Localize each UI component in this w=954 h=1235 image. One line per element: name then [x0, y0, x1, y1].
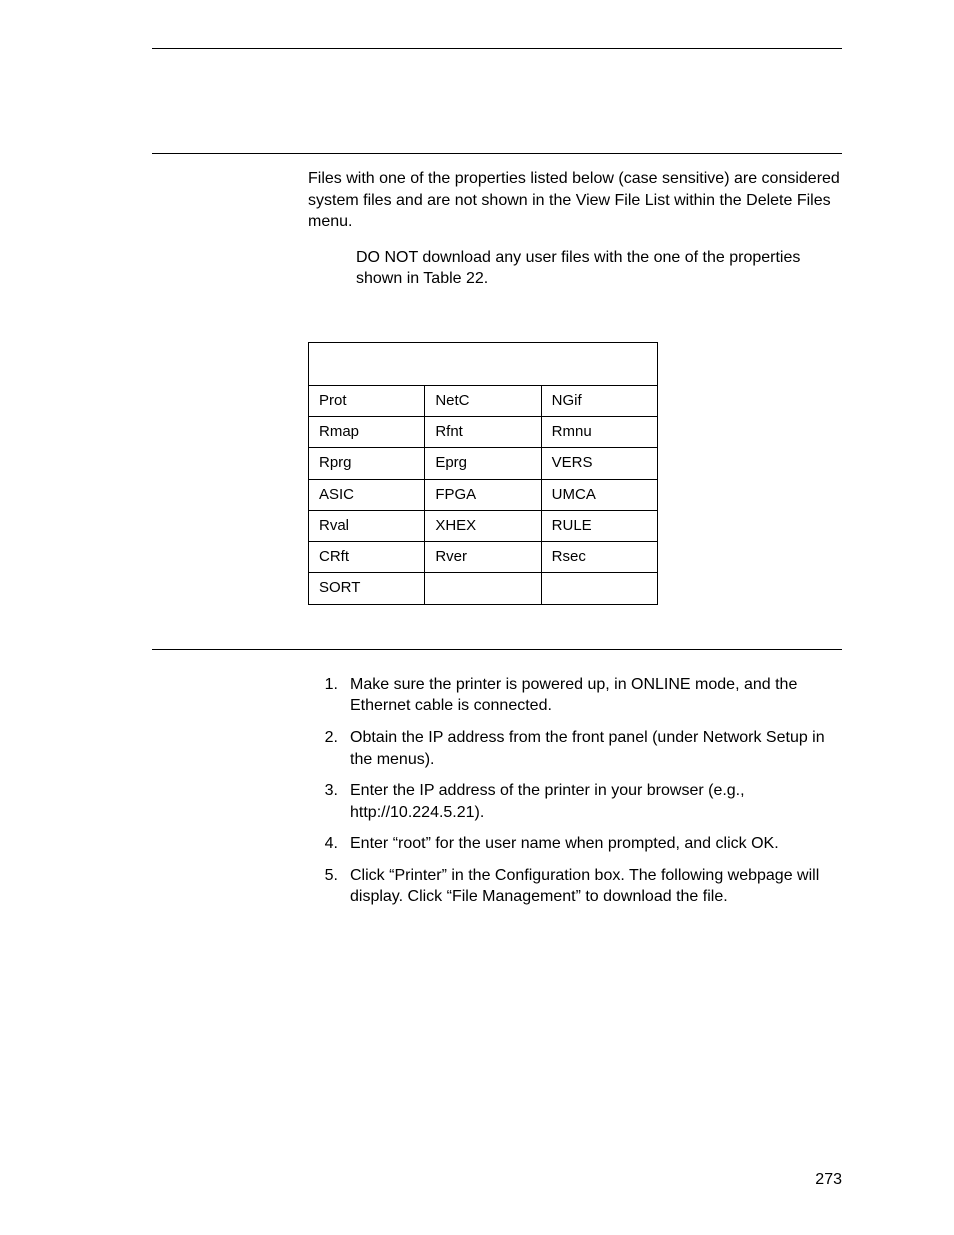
- intro-block: Files with one of the properties listed …: [308, 168, 842, 605]
- step-number: 1.: [308, 674, 350, 717]
- table-cell: Eprg: [425, 448, 541, 479]
- step-item: 5. Click “Printer” in the Configuration …: [308, 865, 842, 908]
- table-row: SORT: [309, 573, 658, 604]
- section-rule-1: [152, 153, 842, 154]
- table-cell: Rsec: [541, 542, 657, 573]
- system-files-table-wrap: Prot NetC NGif Rmap Rfnt Rmnu Rprg Eprg …: [308, 342, 842, 605]
- table-cell: CRft: [309, 542, 425, 573]
- step-text: Make sure the printer is powered up, in …: [350, 674, 842, 717]
- intro-paragraph: Files with one of the properties listed …: [308, 168, 842, 233]
- table-cell: Rver: [425, 542, 541, 573]
- table-caption: [309, 342, 658, 385]
- table-cell: [541, 573, 657, 604]
- page-number: 273: [815, 1171, 842, 1189]
- step-number: 2.: [308, 727, 350, 770]
- table-cell: Rmap: [309, 417, 425, 448]
- table-cell: VERS: [541, 448, 657, 479]
- step-text: Click “Printer” in the Configuration box…: [350, 865, 842, 908]
- steps-block: 1. Make sure the printer is powered up, …: [308, 650, 842, 908]
- table-cell: [425, 573, 541, 604]
- step-text: Obtain the IP address from the front pan…: [350, 727, 842, 770]
- header-spacer: [152, 49, 842, 153]
- step-text: Enter “root” for the user name when prom…: [350, 833, 842, 855]
- table-row: Prot NetC NGif: [309, 385, 658, 416]
- table-cell: Prot: [309, 385, 425, 416]
- table-cell: FPGA: [425, 479, 541, 510]
- table-cell: SORT: [309, 573, 425, 604]
- table-cell: RULE: [541, 510, 657, 541]
- step-item: 3. Enter the IP address of the printer i…: [308, 780, 842, 823]
- table-caption-row: [309, 342, 658, 385]
- system-files-table: Prot NetC NGif Rmap Rfnt Rmnu Rprg Eprg …: [308, 342, 658, 605]
- table-cell: Rfnt: [425, 417, 541, 448]
- step-item: 4. Enter “root” for the user name when p…: [308, 833, 842, 855]
- intro-note: DO NOT download any user files with the …: [356, 247, 842, 290]
- table-row: Rmap Rfnt Rmnu: [309, 417, 658, 448]
- table-cell: Rprg: [309, 448, 425, 479]
- step-number: 3.: [308, 780, 350, 823]
- step-number: 4.: [308, 833, 350, 855]
- step-item: 2. Obtain the IP address from the front …: [308, 727, 842, 770]
- table-cell: NetC: [425, 385, 541, 416]
- table-row: Rval XHEX RULE: [309, 510, 658, 541]
- step-text: Enter the IP address of the printer in y…: [350, 780, 842, 823]
- table-cell: Rval: [309, 510, 425, 541]
- step-number: 5.: [308, 865, 350, 908]
- table-row: CRft Rver Rsec: [309, 542, 658, 573]
- table-row: Rprg Eprg VERS: [309, 448, 658, 479]
- table-cell: ASIC: [309, 479, 425, 510]
- table-cell: XHEX: [425, 510, 541, 541]
- step-item: 1. Make sure the printer is powered up, …: [308, 674, 842, 717]
- table-row: ASIC FPGA UMCA: [309, 479, 658, 510]
- table-cell: NGif: [541, 385, 657, 416]
- table-cell: Rmnu: [541, 417, 657, 448]
- table-cell: UMCA: [541, 479, 657, 510]
- page-container: Files with one of the properties listed …: [0, 0, 954, 1235]
